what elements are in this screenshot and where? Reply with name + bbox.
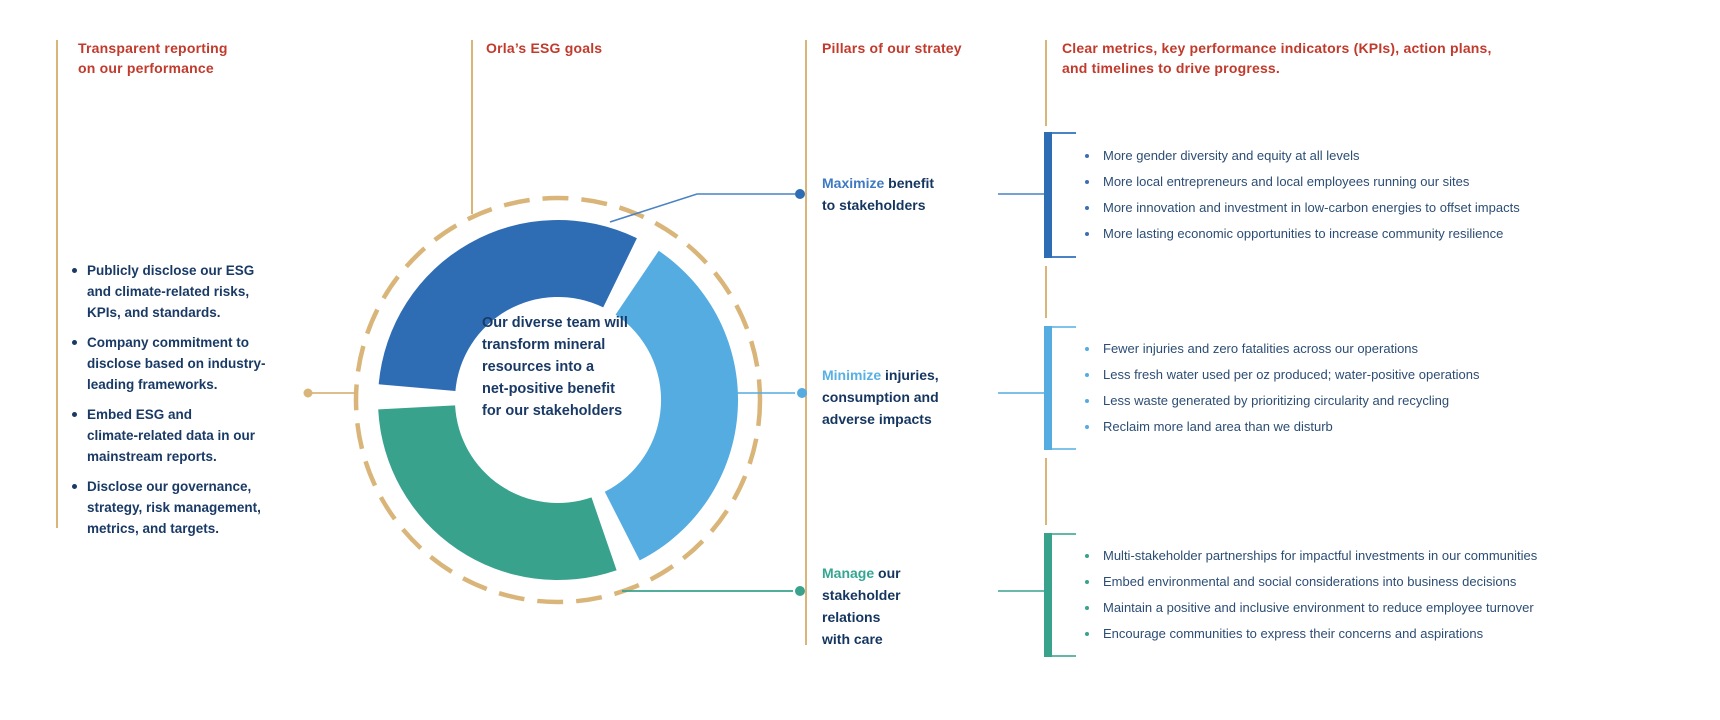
- list-item: Publicly disclose our ESG and climate-re…: [70, 260, 338, 323]
- pillar-maximize: Maximize benefit to stakeholders: [822, 172, 982, 216]
- pillar-keyword: Maximize: [822, 175, 885, 191]
- kpi-item: Maintain a positive and inclusive enviro…: [1083, 595, 1537, 621]
- kpi-bracket-maximize: [1044, 132, 1076, 258]
- kpi-list-manage: Multi-stakeholder partnerships for impac…: [1083, 543, 1537, 647]
- left-connector-dot: [303, 388, 313, 398]
- pillar-text: our stakeholder relations with care: [822, 565, 901, 647]
- kpi-item: Multi-stakeholder partnerships for impac…: [1083, 543, 1537, 569]
- pillar-manage: Manage our stakeholder relations with ca…: [822, 562, 982, 650]
- dashed-ring: [353, 195, 763, 605]
- donut-segment: [604, 250, 739, 561]
- reporting-list: Publicly disclose our ESG and climate-re…: [70, 260, 338, 548]
- list-item: Disclose our governance, strategy, risk …: [70, 476, 338, 539]
- donut-chart: [378, 219, 739, 581]
- header-transparent-reporting: Transparent reporting on our performance: [78, 40, 228, 76]
- kpi-item: Less fresh water used per oz produced; w…: [1083, 362, 1479, 388]
- pillar-text: injuries, consumption and adverse impact…: [822, 367, 939, 427]
- donut-segment: [378, 405, 617, 581]
- manage-connector-dot: [795, 586, 805, 596]
- kpi-item: Fewer injuries and zero fatalities acros…: [1083, 336, 1479, 362]
- kpi-item: More local entrepreneurs and local emplo…: [1083, 169, 1520, 195]
- pillar-text: benefit to stakeholders: [822, 175, 935, 213]
- pillar-keyword: Minimize: [822, 367, 882, 383]
- kpi-item: Less waste generated by prioritizing cir…: [1083, 388, 1479, 414]
- kpi-list-minimize: Fewer injuries and zero fatalities acros…: [1083, 336, 1479, 440]
- kpi-item: Reclaim more land area than we disturb: [1083, 414, 1479, 440]
- kpi-bracket-manage: [1044, 533, 1076, 657]
- kpi-item: More gender diversity and equity at all …: [1083, 143, 1520, 169]
- donut-segment: [378, 219, 637, 391]
- kpi-item: Embed environmental and social considera…: [1083, 569, 1537, 595]
- kpi-list-maximize: More gender diversity and equity at all …: [1083, 143, 1520, 247]
- donut-center-statement: Our diverse team will transform mineral …: [482, 315, 628, 419]
- pillar-keyword: Manage: [822, 565, 875, 581]
- kpi-item: More lasting economic opportunities to i…: [1083, 221, 1520, 247]
- list-item: Company commitment to disclose based on …: [70, 332, 338, 395]
- minimize-connector-dot: [797, 388, 807, 398]
- kpi-bracket-minimize: [1044, 326, 1076, 450]
- header-clear-metrics: Clear metrics, key performance indicator…: [1062, 40, 1492, 76]
- pillar-minimize: Minimize injuries, consumption and adver…: [822, 364, 982, 430]
- list-item: Embed ESG and climate-related data in ou…: [70, 404, 338, 467]
- maximize-connector-dot: [795, 189, 805, 199]
- kpi-item: Encourage communities to express their c…: [1083, 621, 1537, 647]
- kpi-item: More innovation and investment in low-ca…: [1083, 195, 1520, 221]
- header-pillars: Pillars of our stratey: [822, 40, 962, 56]
- maximize-connector-line: [609, 193, 795, 223]
- header-esg-goals: Orla’s ESG goals: [486, 40, 603, 56]
